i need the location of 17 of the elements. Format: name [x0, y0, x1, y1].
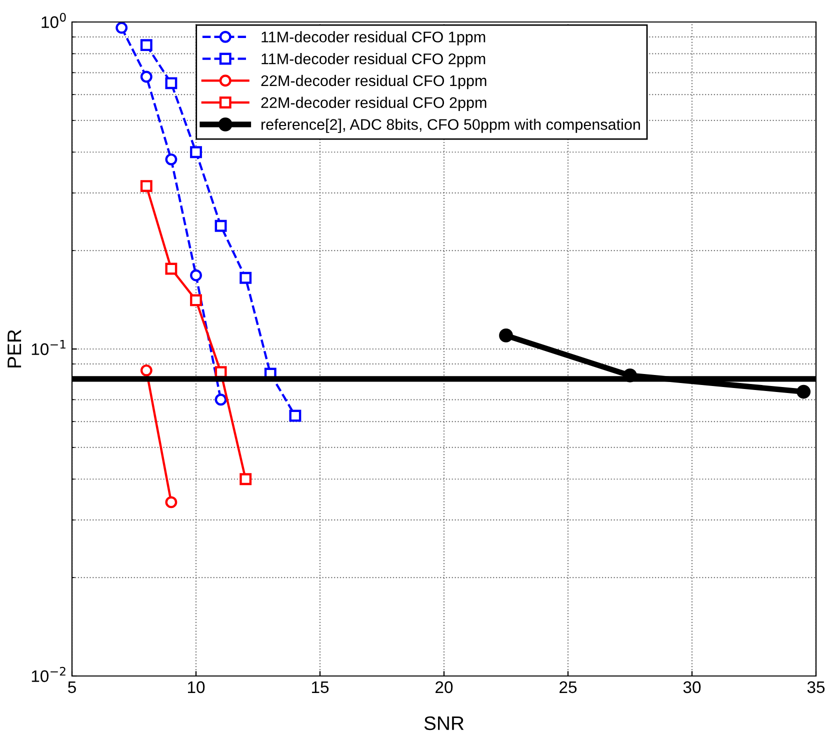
legend-label: 11M-decoder residual CFO 1ppm: [262, 31, 486, 46]
x-tick-label: 15: [312, 681, 329, 694]
legend-label: 22M-decoder residual CFO 2ppm: [261, 96, 486, 112]
x-tick-label: 25: [560, 681, 577, 694]
x-tick-label: 20: [436, 681, 453, 694]
y-axis-title: PER: [8, 330, 22, 368]
y-tick-label: 10$^{−1}$: [32, 340, 66, 356]
legend-label: 22M-decoder residual CFO 1ppm: [261, 74, 486, 90]
x-axis-title: SNR: [424, 716, 464, 730]
legend-label: reference[2], ADC 8bits, CFO 50ppm with compensation: [262, 118, 640, 133]
x-tick-label: 10: [188, 681, 205, 694]
y-tick-label: 10$^{0}$: [42, 12, 66, 28]
legend-label: 11M-decoder residual CFO 2ppm: [262, 53, 486, 68]
x-tick-label: 35: [807, 681, 825, 694]
x-tick-label: 5: [68, 681, 76, 694]
y-tick-label: 10$^{−2}$: [32, 666, 66, 682]
x-tick-label: 30: [683, 681, 701, 694]
